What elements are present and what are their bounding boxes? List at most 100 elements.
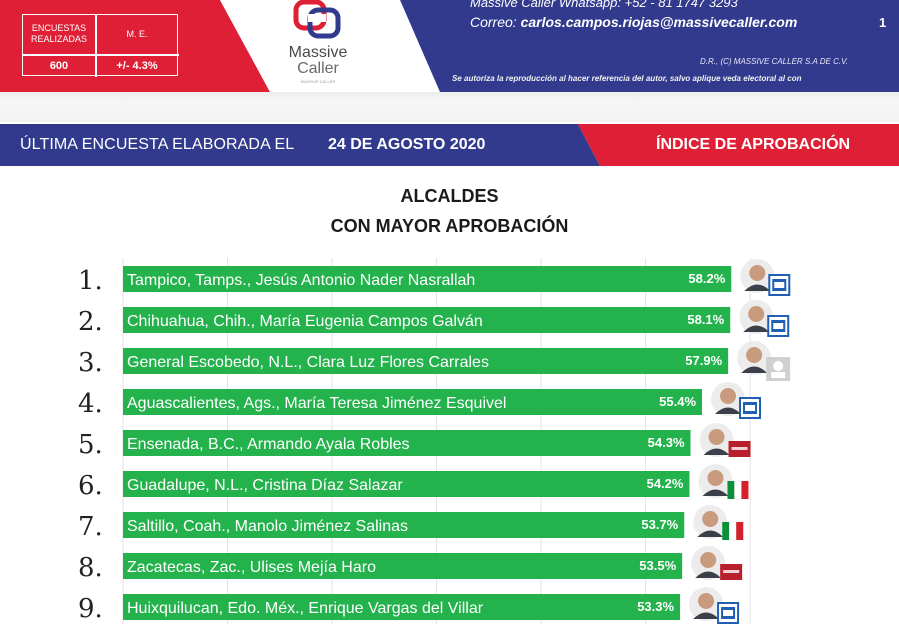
bar-value-label: 53.3% [637,599,674,614]
chart-subtitle: CON MAYOR APROBACIÓN [330,216,569,236]
avatar-face [708,429,725,445]
bar-value-label: 58.2% [688,271,725,286]
header-navy-panel [400,0,899,92]
bar-category-label: Huixquilucan, Edo. Méx., Enrique Vargas … [127,600,484,617]
avatar-shoulders [743,325,770,332]
bar-category-label: Chihuahua, Chih., María Eugenia Campos G… [127,313,483,330]
approval-bar-chart: 1. Tampico, Tamps., Jesús Antonio Nader N… [78,258,791,624]
bar-value-label: 54.2% [647,476,684,491]
mayor-photo-icon [737,341,772,375]
title-bar-red [578,124,899,166]
pan-logo-icon [739,397,762,419]
report-header: ENCUESTAS REALIZADAS M. E. 600 +/- 4.3% … [0,0,899,92]
rank-number: 5. [78,430,103,460]
rank-number: 8. [78,553,103,583]
header-white-panel [220,0,440,92]
pri-logo-white [734,480,742,500]
independent-logo-body [771,372,786,378]
mayor-photo-icon [711,382,746,416]
bar-category-label: Saltillo, Coah., Manolo Jiménez Salinas [127,518,408,535]
bar [123,430,691,456]
bar [123,594,681,620]
bar-category-label: Guadalupe, N.L., Cristina Díaz Salazar [127,477,403,494]
pri-logo-icon [722,521,744,541]
bar [123,553,683,579]
rank-number: 1. [78,266,103,296]
mayor-photo-icon [739,300,774,334]
bar [123,307,731,333]
avatar-shoulders [702,489,729,496]
stats-margin-value: +/- 4.3% [116,60,158,72]
avatar-shoulders [703,448,730,455]
page-number: 1 [879,15,887,30]
rank-number: 4. [78,389,103,419]
contact-email[interactable]: carlos.campos.riojas@massivecaller.com [520,14,798,30]
bar-value-label: 53.7% [641,517,678,532]
independent-logo-head [773,361,784,371]
pan-logo-icon [717,602,740,624]
morena-logo-icon [720,564,743,580]
pan-logo-mark [774,282,785,288]
pri-logo-green [722,522,730,540]
bar [123,348,729,374]
rank-number: 9. [78,594,103,624]
morena-logo-mark [723,570,740,573]
rank-number: 7. [78,512,103,542]
survey-title-bar: ÚLTIMA ENCUESTA ELABORADA EL 24 DE AGOST… [0,124,899,166]
survey-date: 24 DE AGOSTO 2020 [328,136,486,153]
title-bar-navy [0,124,600,166]
pan-logo-mark [745,405,756,411]
bar-value-label: 54.3% [648,435,685,450]
stats-margin-header: M. E. [126,28,148,39]
contact-email-label: Correo: [470,14,521,30]
pan-logo-mark [773,323,784,329]
separator-band [0,92,899,122]
mayor-photo-icon [740,259,775,293]
pri-logo-white [729,521,737,541]
avatar-face [749,265,766,281]
bar [123,266,732,292]
independent-icon [766,357,791,381]
morena-logo-mark [731,447,748,450]
logo-small-text: MASSIVE CALLER [300,79,336,84]
bar-value-label: 55.4% [659,394,696,409]
bar-value-label: 58.1% [687,312,724,327]
pri-logo-green [727,481,735,499]
avatar-face [720,388,737,404]
pan-logo-icon [768,274,791,296]
logo-text-massive: Massive [288,44,348,61]
mayor-photo-icon [693,505,728,539]
rank-number: 3. [78,348,103,378]
bar-category-label: General Escobedo, N.L., Clara Luz Flores… [127,354,489,371]
bar-category-label: Ensenada, B.C., Armando Ayala Robles [127,436,410,453]
bar-category-label: Aguascalientes, Ags., María Teresa Jimén… [127,395,506,412]
survey-stats-box: ENCUESTAS REALIZADAS M. E. 600 +/- 4.3% [22,14,179,77]
avatar-shoulders [695,571,722,578]
pri-logo-icon [727,480,749,500]
header-background [0,0,899,92]
bar-value-label: 57.9% [685,353,722,368]
rank-number: 2. [78,307,103,337]
rank-number: 6. [78,471,103,501]
avatar-face [707,470,724,486]
stats-divider-vertical [95,15,97,77]
pan-logo-icon [767,315,790,337]
contact-whatsapp: Massive Caller Whatsapp: +52 - 81 1747 3… [470,0,738,10]
stats-surveys-header: ENCUESTAS REALIZADAS [30,23,88,44]
avatar-face [700,552,717,568]
bar [123,512,685,538]
logo-text-caller: Caller [297,60,339,77]
bar-value-label: 53.5% [639,558,676,573]
morena-logo-icon [728,441,751,457]
mayor-photo-icon [691,546,726,580]
chart-title: ALCALDES [400,186,499,206]
stats-surveys-value: 600 [49,60,69,72]
avatar-face [702,511,719,527]
bar [123,389,703,415]
avatar-face [698,593,715,609]
title-bar-background [0,124,899,166]
reproduction-notice: Se autoriza la reproducción al hacer ref… [452,74,802,83]
copyright-line: D.R., (C) MASSIVE CALLER S.A DE C.V. [700,57,849,66]
avatar-shoulders [693,612,720,619]
stats-divider-horizontal [23,54,179,56]
